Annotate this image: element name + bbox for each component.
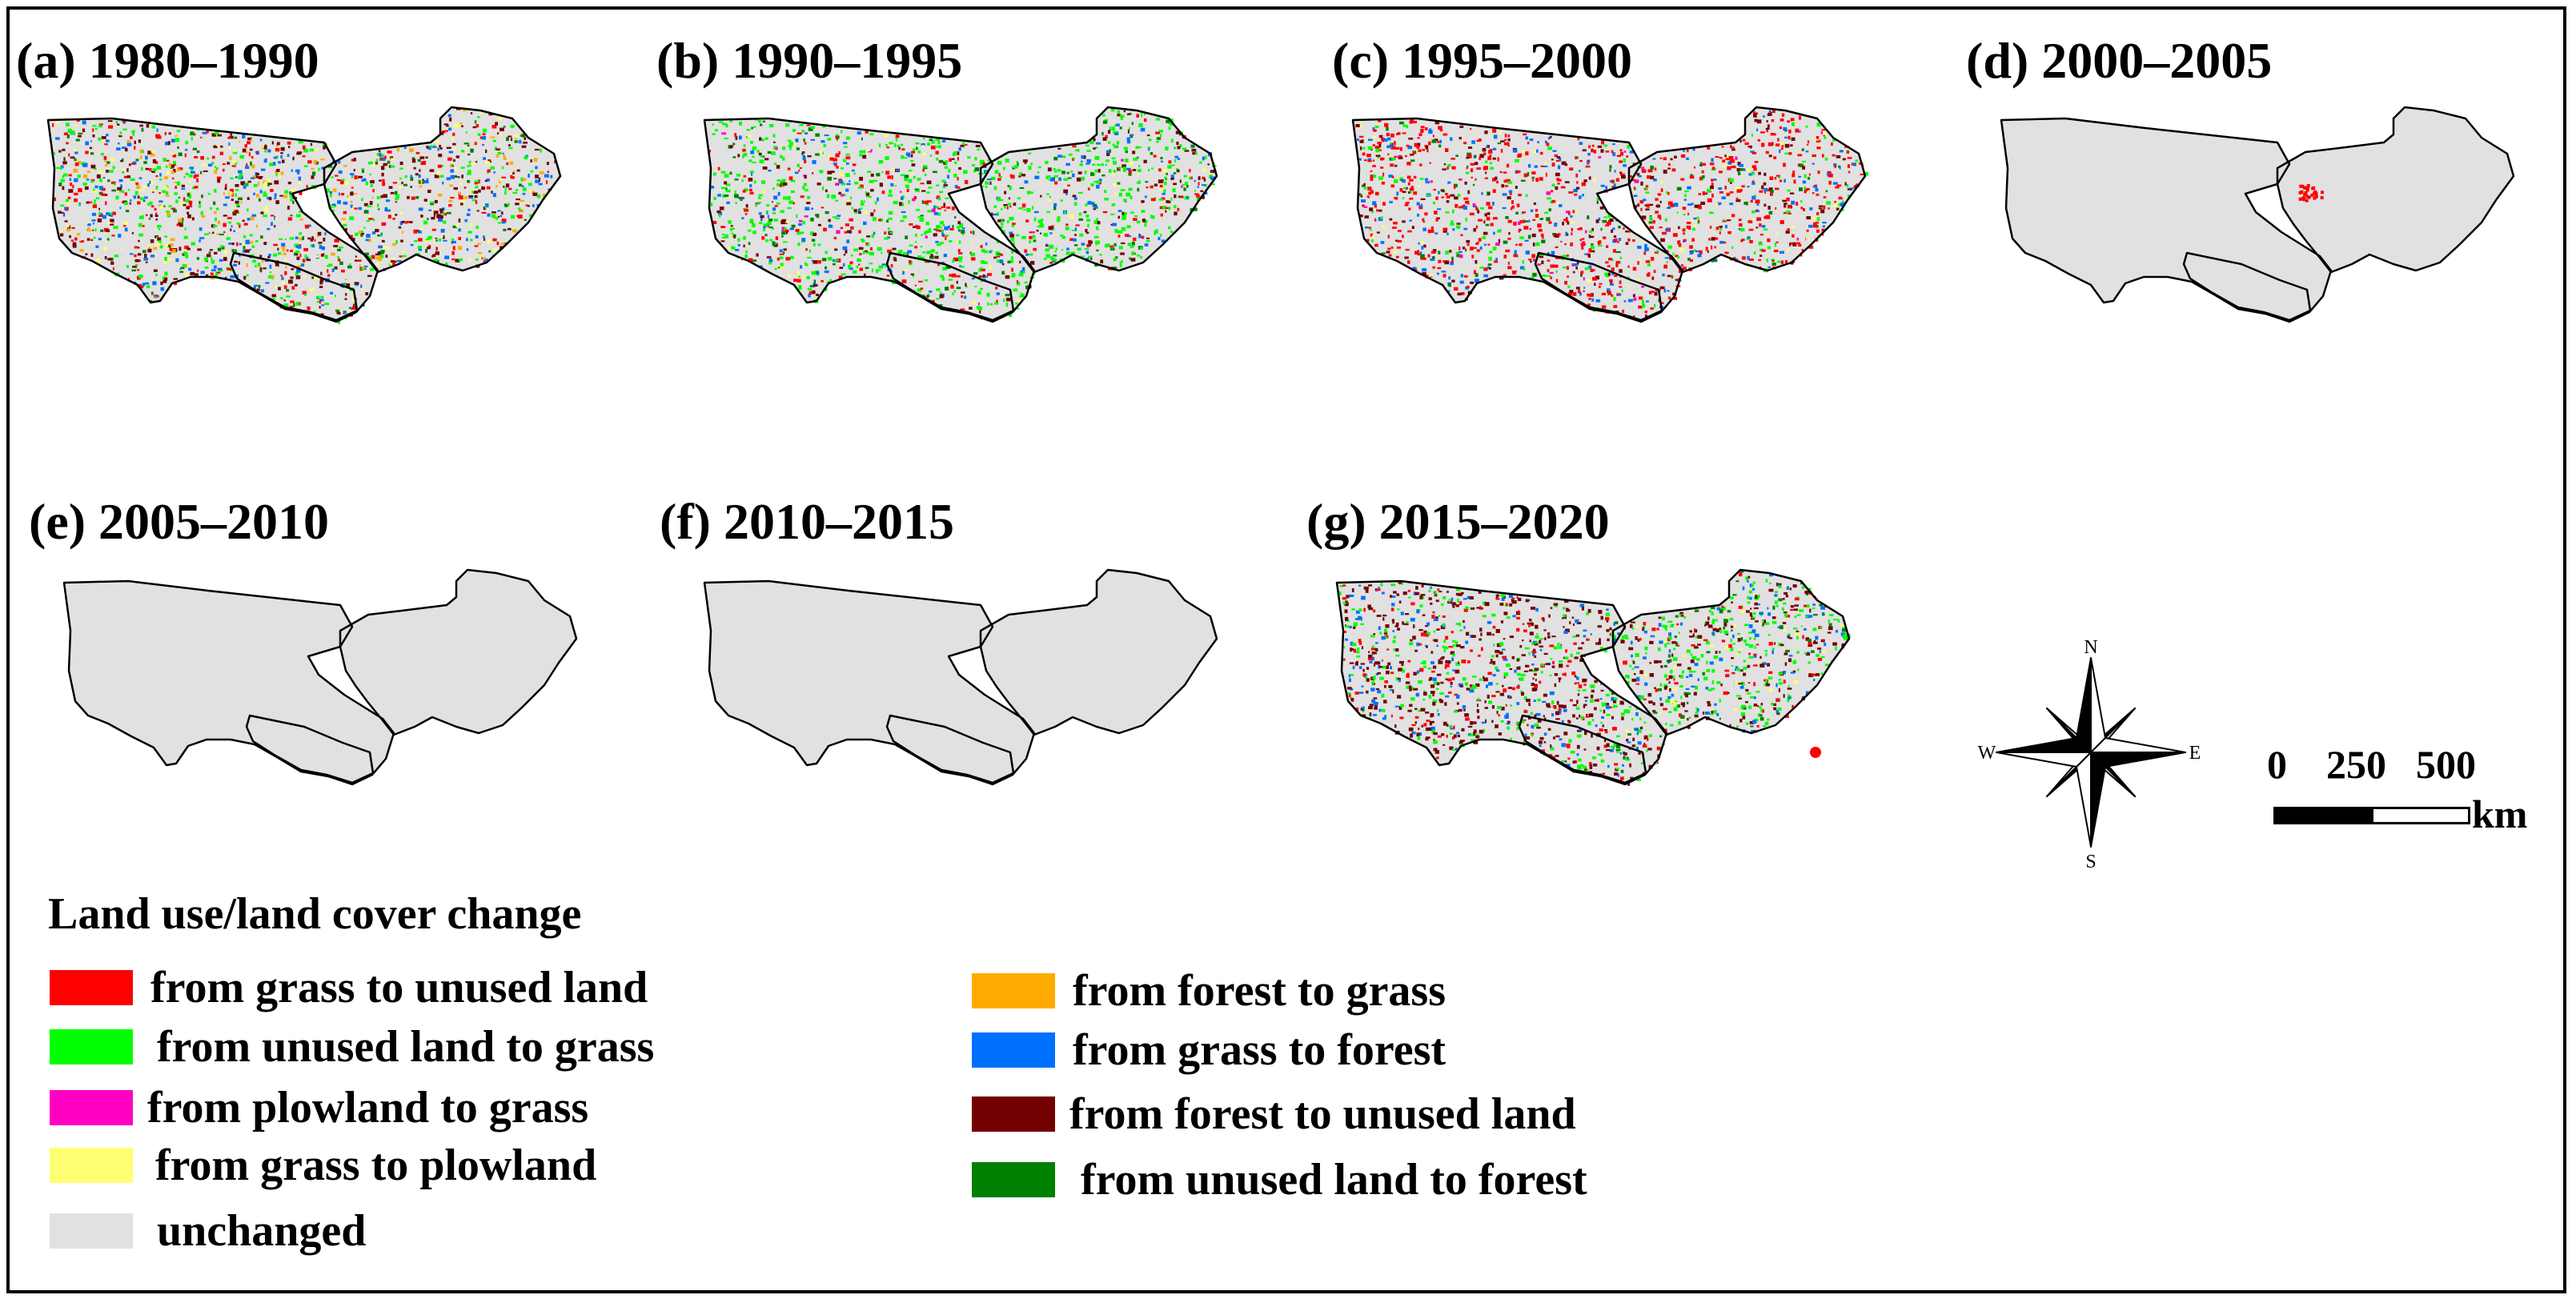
panel-title-e: (e) 2005–2010: [29, 493, 330, 550]
change-pixels: [708, 108, 1217, 319]
change-pixels: [2298, 184, 2324, 202]
scale-tick-0: 0: [2267, 742, 2287, 787]
legend-swatch: [50, 1148, 133, 1183]
scale-bar-black-segment: [2273, 807, 2373, 824]
map-panel-e: [62, 568, 578, 786]
legend-label: from unused land to grass: [157, 1022, 655, 1072]
legend-swatch: [50, 1213, 133, 1249]
legend-label: unchanged: [157, 1206, 367, 1256]
legend-swatch: [50, 1090, 133, 1125]
scale-unit: km: [2472, 792, 2528, 836]
legend-title: Land use/land cover change: [48, 889, 582, 939]
legend-label: from plowland to grass: [147, 1083, 589, 1133]
map-panel-f: [703, 568, 1218, 786]
scale-bar-white-segment: [2371, 807, 2470, 824]
legend-swatch: [50, 970, 133, 1005]
map-panel-b: [703, 106, 1218, 323]
panel-title-g: (g) 2015–2020: [1306, 493, 1610, 550]
scale-bar: 0 250 500 km: [2235, 744, 2539, 840]
map-panel-d: [2000, 106, 2515, 323]
legend-label: from forest to grass: [1073, 966, 1446, 1016]
panel-title-c: (c) 1995–2000: [1332, 32, 1633, 89]
legend-label: from grass to forest: [1073, 1025, 1446, 1075]
scale-tick-500: 500: [2416, 742, 2476, 787]
legend-swatch: [972, 1097, 1055, 1132]
legend-swatch: [972, 973, 1055, 1008]
legend-label: from forest to unused land: [1069, 1089, 1576, 1139]
panel-title-f: (f) 2010–2015: [660, 493, 954, 550]
compass-e-label: E: [2189, 743, 2201, 764]
legend-swatch: [972, 1032, 1055, 1068]
legend-swatch: [972, 1162, 1055, 1197]
change-pixels: [1338, 570, 1851, 786]
scale-tick-250: 250: [2326, 742, 2386, 787]
north-arrow-compass-icon: N S E W: [1978, 637, 2201, 872]
compass-s-label: S: [2085, 852, 2096, 872]
legend-label: from unused land to forest: [1081, 1155, 1587, 1205]
compass-n-label: N: [2084, 637, 2097, 658]
map-panel-c: [1351, 106, 1868, 323]
legend-label: from grass to unused land: [150, 963, 648, 1012]
map-panel-a: [46, 106, 562, 324]
panel-title-d: (d) 2000–2005: [1966, 32, 2273, 89]
panel-title-a: (a) 1980–1990: [16, 32, 319, 89]
change-pixels: [52, 108, 556, 324]
panel-title-b: (b) 1990–1995: [656, 32, 963, 89]
legend-label: from grass to plowland: [155, 1141, 597, 1190]
map-panel-g: [1335, 568, 1851, 786]
compass-w-label: W: [1978, 743, 1996, 764]
change-pixels: [1355, 109, 1868, 320]
legend-swatch: [50, 1029, 133, 1064]
